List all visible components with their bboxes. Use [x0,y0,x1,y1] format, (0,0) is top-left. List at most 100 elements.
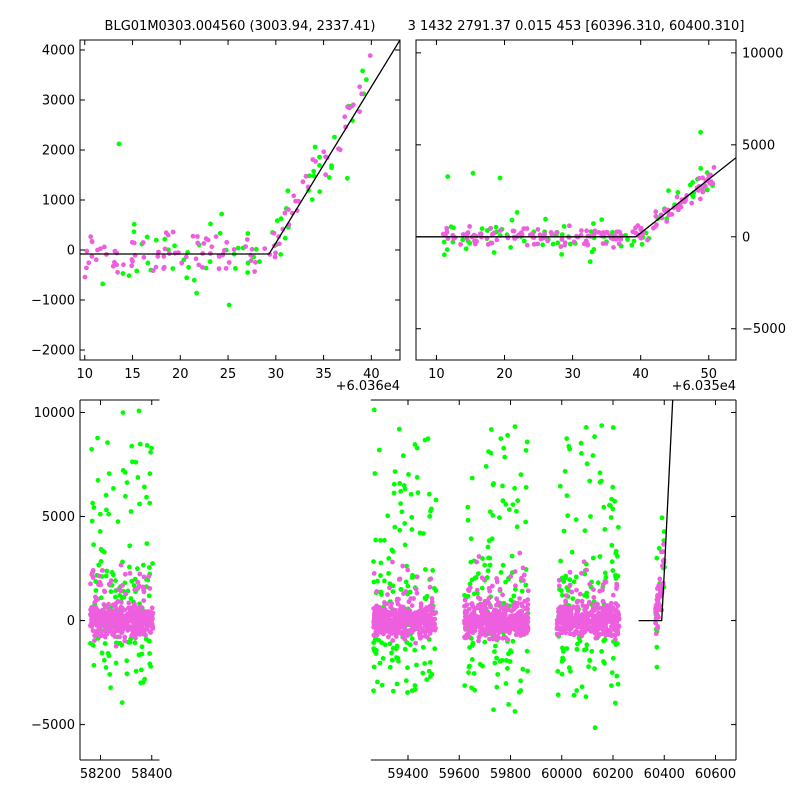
green-point [145,260,151,266]
pink-point [586,599,592,605]
pink-point [608,619,614,625]
green-point [89,446,94,452]
green-point [507,507,512,512]
green-point [614,641,620,646]
green-point [513,586,518,592]
green-point [584,594,590,599]
green-point [463,246,469,252]
pink-point [336,146,341,152]
green-point [610,229,615,235]
pink-point [488,604,493,610]
green-point [285,188,291,194]
green-point [562,468,568,474]
pink-point [483,631,489,636]
green-point [426,491,432,497]
pink-point [162,246,168,252]
green-point [170,266,176,271]
green-point [445,174,451,180]
pink-point [665,207,671,213]
pink-point [486,595,492,601]
pink-point [520,603,525,609]
pink-point [476,634,482,640]
pink-point [84,248,90,254]
pink-point [531,241,537,247]
green-point [559,658,565,664]
green-point [561,528,567,534]
pink-point [108,578,114,584]
green-point [378,573,383,578]
pink-point [503,635,509,641]
pink-point [244,237,250,242]
green-point [122,470,128,475]
green-point [584,642,590,648]
green-point [489,536,495,542]
green-point [487,509,493,515]
green-point [564,646,570,651]
green-point [559,671,565,677]
pink-point [564,619,570,625]
green-point [639,241,645,247]
green-point [108,685,113,691]
pink-point [121,262,126,268]
green-point [423,567,428,572]
green-point [571,579,577,585]
pink-point [517,596,522,601]
green-point [147,500,153,506]
green-point [207,259,213,265]
pink-point [409,629,415,635]
pink-point [117,629,123,634]
green-point [402,521,408,526]
pink-point [409,603,415,608]
green-point [120,595,125,601]
pink-point [600,582,606,587]
pink-point [405,611,411,617]
green-point [116,141,122,147]
pink-point [381,611,387,617]
pink-point [89,623,95,629]
top_left-plot-area [80,40,400,308]
green-point [103,573,109,579]
green-point [120,410,126,415]
pink-point [92,633,97,638]
green-point [100,281,106,287]
green-point [666,188,671,194]
green-point [498,570,504,575]
pink-point [161,254,167,259]
pink-point [610,592,616,598]
pink-point [89,254,95,259]
pink-point [221,248,227,253]
green-point [601,504,607,510]
pink-point [119,605,125,611]
green-point [571,692,577,698]
green-point [372,471,378,476]
green-point [126,273,132,279]
pink-point [702,184,708,189]
pink-point [614,586,619,591]
pink-point [487,636,492,642]
green-point [402,542,408,548]
green-point [131,229,137,235]
pink-point [93,594,98,600]
green-point [282,235,288,241]
green-point [498,436,504,441]
pink-point [432,625,438,630]
green-point [465,517,471,523]
green-point [563,573,569,579]
green-point [113,594,118,600]
green-point [587,478,593,484]
pink-point [359,91,364,97]
green-point [476,571,481,576]
green-point [405,690,410,695]
pink-point [614,630,620,636]
pink-point [405,567,411,573]
green-point [583,425,589,430]
green-point [317,189,323,195]
pink-point [183,254,189,260]
pink-point [591,231,597,237]
green-point [371,688,376,694]
green-point [462,683,468,688]
green-point [98,546,104,552]
pink-point [213,234,219,240]
pink-point [654,222,659,228]
pink-point [106,581,112,587]
